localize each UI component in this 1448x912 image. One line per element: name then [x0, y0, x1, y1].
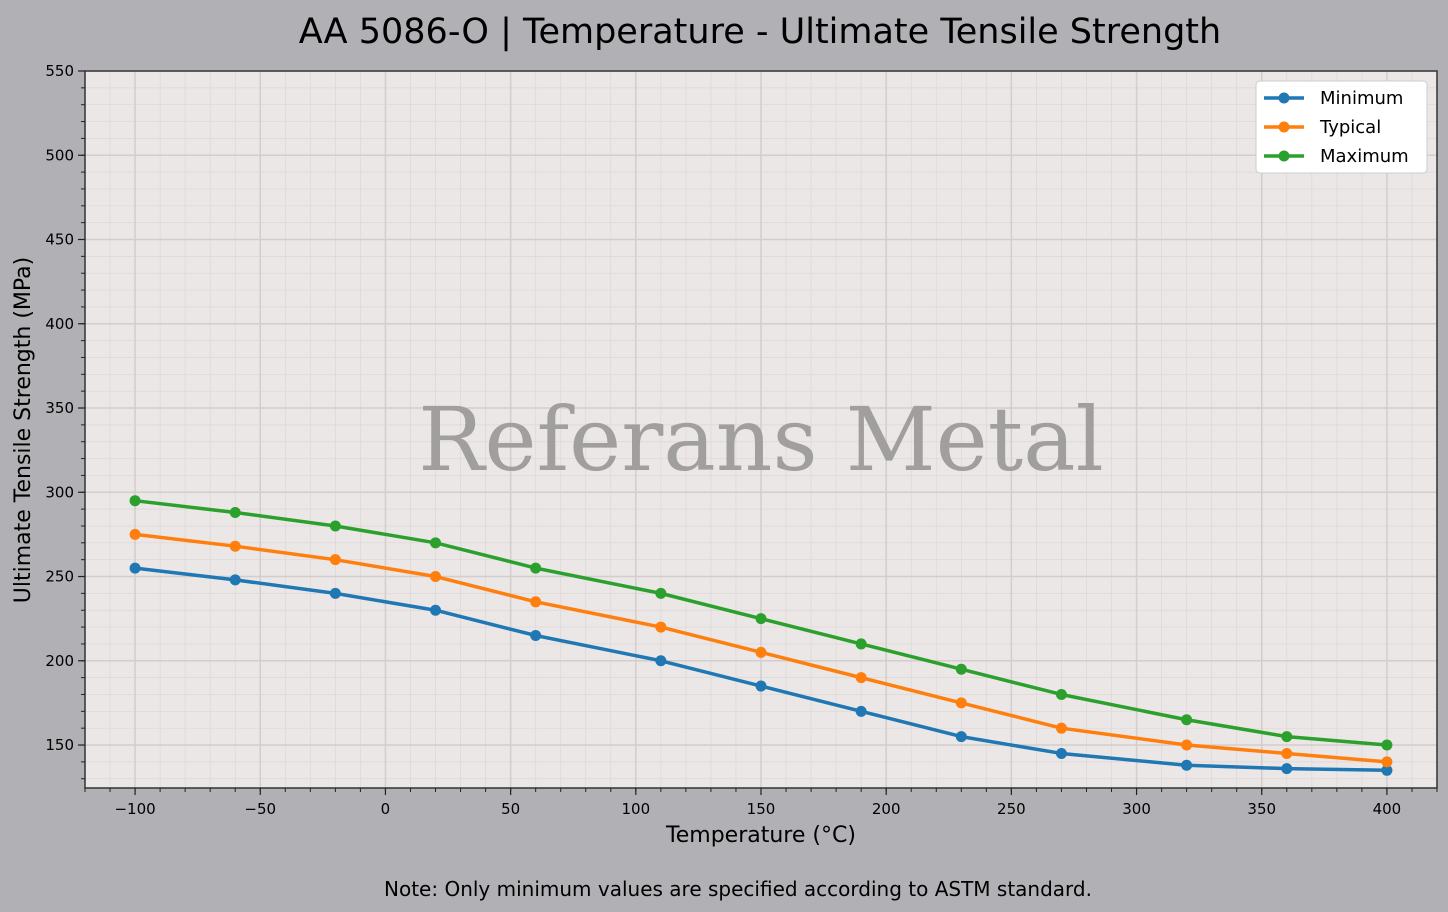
legend-label-maximum: Maximum — [1320, 146, 1409, 167]
point-minimum — [955, 731, 967, 743]
point-typical — [530, 596, 542, 608]
point-maximum — [530, 562, 542, 574]
point-typical — [755, 646, 767, 658]
tick-label-y: 250 — [45, 568, 74, 586]
point-minimum — [229, 574, 241, 586]
legend: Minimum Typical Maximum — [1255, 80, 1428, 174]
legend-box — [1255, 80, 1428, 174]
legend-marker-typical — [1278, 121, 1290, 133]
point-maximum — [430, 537, 442, 549]
tick-label-y: 200 — [45, 652, 74, 670]
tick-label-y: 550 — [45, 62, 74, 80]
tick-label-x: 250 — [997, 800, 1026, 818]
tick-label-x: 350 — [1247, 800, 1276, 818]
watermark: Referans Metal — [418, 388, 1103, 491]
chart-title: AA 5086-O | Temperature - Ultimate Tensi… — [299, 12, 1221, 52]
point-minimum — [755, 680, 767, 692]
legend-marker-maximum — [1278, 150, 1290, 162]
tick-label-y: 500 — [45, 146, 74, 164]
point-typical — [430, 571, 442, 583]
point-minimum — [855, 705, 867, 717]
point-minimum — [1055, 747, 1067, 759]
point-maximum — [1181, 714, 1193, 726]
point-maximum — [1381, 739, 1393, 751]
tick-label-y: 400 — [45, 315, 74, 333]
point-maximum — [129, 495, 141, 507]
x-axis-label: Temperature (°C) — [665, 823, 856, 848]
legend-label-minimum: Minimum — [1320, 88, 1403, 109]
point-maximum — [229, 506, 241, 518]
point-typical — [1181, 739, 1193, 751]
tick-label-y: 450 — [45, 231, 74, 249]
grid — [84, 70, 1438, 788]
point-maximum — [855, 638, 867, 650]
tick-label-x: 400 — [1373, 800, 1402, 818]
tick-label-y: 350 — [45, 399, 74, 417]
point-typical — [655, 621, 667, 633]
tick-label-y: 300 — [45, 483, 74, 501]
point-maximum — [1055, 688, 1067, 700]
point-typical — [129, 528, 141, 540]
point-minimum — [1181, 759, 1193, 771]
point-maximum — [1281, 731, 1293, 743]
tick-label-x: −100 — [114, 800, 155, 818]
tick-label-x: 300 — [1122, 800, 1151, 818]
point-minimum — [430, 604, 442, 616]
point-typical — [855, 672, 867, 684]
legend-label-typical: Typical — [1319, 117, 1381, 138]
tick-label-x: 150 — [747, 800, 776, 818]
point-typical — [1381, 756, 1393, 768]
point-maximum — [655, 587, 667, 599]
tick-label-x: −50 — [244, 800, 276, 818]
point-typical — [229, 540, 241, 552]
y-axis-label: Ultimate Tensile Strength (MPa) — [11, 257, 36, 603]
point-minimum — [530, 630, 542, 642]
point-maximum — [955, 663, 967, 675]
note-text: Note: Only minimum values are specified … — [384, 877, 1092, 901]
tick-label-x: 50 — [501, 800, 520, 818]
point-minimum — [329, 587, 341, 599]
point-minimum — [1281, 763, 1293, 775]
point-typical — [955, 697, 967, 709]
point-minimum — [655, 655, 667, 667]
series-group — [129, 495, 1393, 776]
point-maximum — [329, 520, 341, 532]
ticks: −100 −50 0 50 100 150 200 250 300 350 400 150 200 250… — [45, 62, 1438, 818]
point-typical — [1281, 747, 1293, 759]
point-typical — [329, 554, 341, 566]
point-minimum — [129, 562, 141, 574]
tick-label-x: 200 — [872, 800, 901, 818]
tick-label-x: 0 — [381, 800, 391, 818]
tick-label-x: 100 — [621, 800, 650, 818]
point-typical — [1055, 722, 1067, 734]
legend-marker-minimum — [1278, 92, 1290, 104]
point-minimum — [1381, 764, 1393, 776]
point-maximum — [755, 613, 767, 625]
tick-label-y: 150 — [45, 736, 74, 754]
